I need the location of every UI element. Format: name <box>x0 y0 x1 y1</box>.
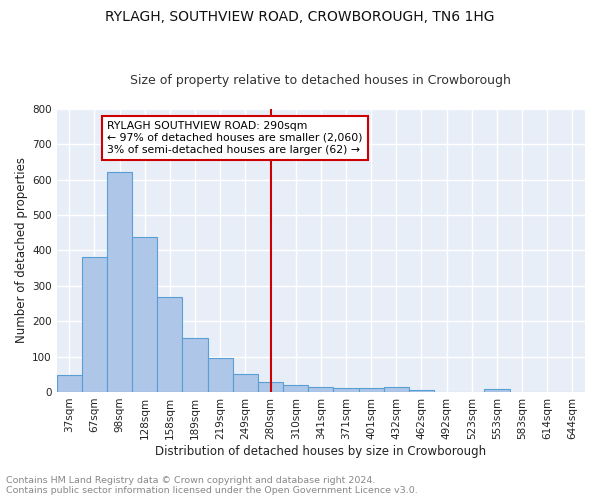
Bar <box>233 374 258 392</box>
Title: Size of property relative to detached houses in Crowborough: Size of property relative to detached ho… <box>130 74 511 87</box>
Y-axis label: Number of detached properties: Number of detached properties <box>15 158 28 344</box>
Bar <box>157 297 182 392</box>
Bar <box>359 388 384 392</box>
Bar <box>484 389 509 392</box>
Text: RYLAGH SOUTHVIEW ROAD: 290sqm
← 97% of detached houses are smaller (2,060)
3% of: RYLAGH SOUTHVIEW ROAD: 290sqm ← 97% of d… <box>107 122 362 154</box>
Bar <box>409 390 434 392</box>
Text: RYLAGH, SOUTHVIEW ROAD, CROWBOROUGH, TN6 1HG: RYLAGH, SOUTHVIEW ROAD, CROWBOROUGH, TN6… <box>105 10 495 24</box>
Bar <box>132 237 157 392</box>
Bar <box>182 338 208 392</box>
Bar <box>283 385 308 392</box>
Bar <box>308 387 334 392</box>
Bar <box>258 382 283 392</box>
Bar <box>107 172 132 392</box>
X-axis label: Distribution of detached houses by size in Crowborough: Distribution of detached houses by size … <box>155 444 487 458</box>
Text: Contains HM Land Registry data © Crown copyright and database right 2024.
Contai: Contains HM Land Registry data © Crown c… <box>6 476 418 495</box>
Bar <box>56 376 82 392</box>
Bar <box>334 388 359 392</box>
Bar <box>82 257 107 392</box>
Bar <box>208 358 233 392</box>
Bar <box>384 387 409 392</box>
